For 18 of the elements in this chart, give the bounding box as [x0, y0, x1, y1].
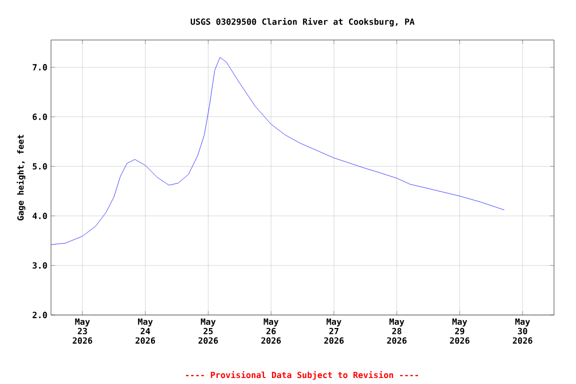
line-series — [51, 57, 504, 245]
y-tick-label: 4.0 — [32, 212, 47, 220]
y-tick-label: 2.0 — [32, 312, 47, 318]
y-axis-title: Gage height, feet — [16, 134, 26, 220]
x-tick-label: May 23 2026 — [72, 318, 92, 344]
chart-title: USGS 03029500 Clarion River at Cooksburg, PA — [190, 18, 415, 26]
x-tick-label: May 29 2026 — [450, 318, 470, 344]
y-tick-label: 5.0 — [32, 163, 47, 170]
x-tick-label: May 30 2026 — [512, 318, 532, 344]
y-tick-label: 3.0 — [32, 262, 47, 269]
x-tick-label: May 28 2026 — [387, 318, 407, 344]
x-tick-label: May 26 2026 — [261, 318, 281, 344]
x-tick-label: May 25 2026 — [198, 318, 218, 344]
x-tick-label: May 24 2026 — [136, 318, 156, 344]
y-tick-label: 7.0 — [32, 64, 47, 70]
x-tick-label: May 27 2026 — [324, 318, 344, 344]
y-tick-label: 6.0 — [32, 114, 47, 120]
text: ---- Provisional Data Subject to Revision ---- — [186, 371, 418, 380]
